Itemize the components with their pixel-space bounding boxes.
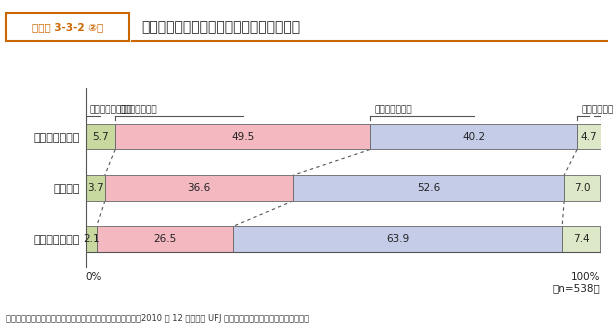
Text: 7.4: 7.4 [573,234,590,244]
Text: （n=538）: （n=538） [553,283,601,293]
Bar [115,124,370,150]
Text: 5.7: 5.7 [92,132,109,142]
Text: コラム 3-3-2 ②図: コラム 3-3-2 ②図 [32,22,103,32]
Bar [577,124,601,150]
Text: 資料：中小企業庁委託「中小企業向け融資に関する調査」（2010 年 12 月、三菱 UFJ リサーチ＆コンサルティング（株））: 資料：中小企業庁委託「中小企業向け融資に関する調査」（2010 年 12 月、三… [6,314,309,323]
Bar [562,226,600,252]
Text: 3.7: 3.7 [87,183,104,193]
Bar [86,226,97,252]
Text: 非常に影響がある: 非常に影響がある [90,106,133,115]
Bar [294,175,564,201]
Bar [233,226,562,252]
Text: 49.5: 49.5 [231,132,254,142]
Bar [105,175,294,201]
Text: 100%: 100% [571,273,601,282]
Text: 2.1: 2.1 [83,234,99,244]
Bar [86,124,115,150]
Text: 余り影響はない: 余り影響はない [374,106,412,115]
Text: 63.9: 63.9 [386,234,409,244]
Text: 52.6: 52.6 [417,183,440,193]
Text: やや影響がある: やや影響がある [120,106,157,115]
Text: 経営者保証の有無による貸出審査への影響: 経営者保証の有無による貸出審査への影響 [141,20,300,34]
Bar [370,124,577,150]
Text: 36.6: 36.6 [188,183,211,193]
Text: 4.7: 4.7 [581,132,598,142]
Text: 0%: 0% [86,273,102,282]
Bar [564,175,600,201]
Bar [97,226,233,252]
Text: 26.5: 26.5 [153,234,177,244]
Text: 7.0: 7.0 [574,183,590,193]
Text: 40.2: 40.2 [462,132,485,142]
Bar [86,175,105,201]
Text: 全く影響はない: 全く影響はない [581,106,613,115]
